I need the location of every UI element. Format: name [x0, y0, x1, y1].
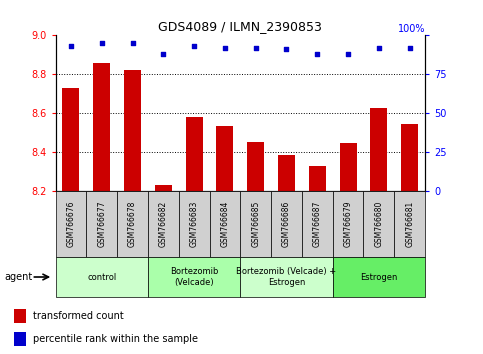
Bar	[333, 257, 425, 297]
Point	[283, 47, 290, 52]
Bar	[364, 191, 394, 257]
Bar	[86, 191, 117, 257]
Bar	[370, 108, 387, 191]
Text: GSM766686: GSM766686	[282, 201, 291, 247]
Bar	[148, 257, 241, 297]
Bar	[216, 126, 233, 191]
Text: Bortezomib (Velcade) +
Estrogen: Bortezomib (Velcade) + Estrogen	[236, 267, 337, 287]
Point	[313, 51, 321, 57]
Bar	[148, 191, 179, 257]
Text: 100%: 100%	[398, 24, 425, 34]
Text: GSM766685: GSM766685	[251, 201, 260, 247]
Text: percentile rank within the sample: percentile rank within the sample	[33, 334, 198, 344]
Text: GSM766681: GSM766681	[405, 201, 414, 247]
Bar	[240, 191, 271, 257]
Text: GSM766678: GSM766678	[128, 201, 137, 247]
Bar	[240, 257, 333, 297]
Text: GSM766680: GSM766680	[374, 201, 384, 247]
Bar	[302, 191, 333, 257]
Point	[344, 51, 352, 57]
Bar	[155, 185, 172, 191]
Bar	[185, 117, 202, 191]
Text: Bortezomib
(Velcade): Bortezomib (Velcade)	[170, 267, 218, 287]
Text: transformed count: transformed count	[33, 311, 124, 321]
Text: GSM766679: GSM766679	[343, 201, 353, 247]
Point	[98, 40, 106, 46]
Text: GSM766676: GSM766676	[67, 201, 75, 247]
Bar	[56, 191, 86, 257]
Bar	[117, 191, 148, 257]
Point	[406, 45, 413, 51]
Bar	[14, 332, 26, 346]
Point	[159, 51, 167, 57]
Bar	[14, 309, 26, 323]
Bar	[124, 70, 141, 191]
Text: Estrogen: Estrogen	[360, 273, 398, 281]
Bar	[62, 88, 79, 191]
Bar	[210, 191, 240, 257]
Bar	[333, 191, 364, 257]
Point	[67, 44, 75, 49]
Bar	[340, 143, 356, 191]
Point	[375, 45, 383, 51]
Point	[252, 45, 259, 51]
Text: GSM766682: GSM766682	[159, 201, 168, 247]
Bar	[179, 191, 210, 257]
Text: GSM766687: GSM766687	[313, 201, 322, 247]
Bar	[401, 124, 418, 191]
Bar	[394, 191, 425, 257]
Text: GSM766677: GSM766677	[97, 201, 106, 247]
Bar	[278, 155, 295, 191]
Point	[190, 44, 198, 49]
Bar	[247, 142, 264, 191]
Text: agent: agent	[5, 272, 33, 282]
Text: GSM766683: GSM766683	[190, 201, 199, 247]
Bar	[309, 166, 326, 191]
Text: GSM766684: GSM766684	[220, 201, 229, 247]
Bar	[93, 63, 110, 191]
Point	[221, 45, 229, 51]
Bar	[271, 191, 302, 257]
Title: GDS4089 / ILMN_2390853: GDS4089 / ILMN_2390853	[158, 20, 322, 33]
Bar	[56, 257, 148, 297]
Text: control: control	[87, 273, 116, 281]
Point	[128, 40, 136, 46]
